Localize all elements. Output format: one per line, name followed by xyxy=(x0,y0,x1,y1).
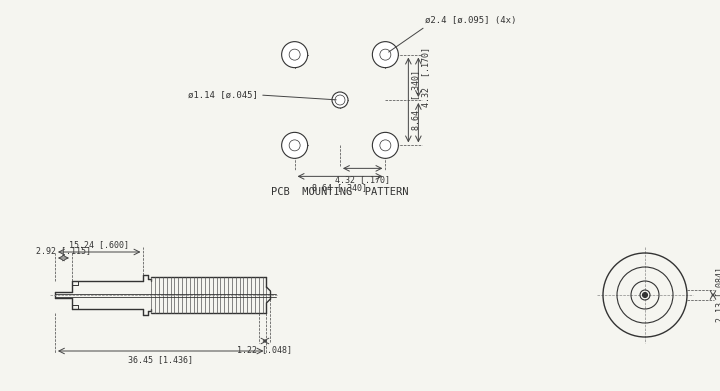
Circle shape xyxy=(372,41,398,68)
Circle shape xyxy=(289,49,300,60)
Text: ø2.4 [ø.095] (4x): ø2.4 [ø.095] (4x) xyxy=(426,16,517,25)
Text: 4.32 [.170]: 4.32 [.170] xyxy=(336,175,390,185)
Text: ø1.14 [ø.045]: ø1.14 [ø.045] xyxy=(188,90,258,99)
Circle shape xyxy=(332,92,348,108)
Text: 36.45 [1.436]: 36.45 [1.436] xyxy=(128,355,193,364)
Text: 1.22 [.048]: 1.22 [.048] xyxy=(238,345,292,354)
Text: 2.13 [.084]: 2.13 [.084] xyxy=(715,267,720,323)
Circle shape xyxy=(642,292,647,298)
Circle shape xyxy=(335,95,345,105)
Text: 8.64 [.340]: 8.64 [.340] xyxy=(312,183,367,192)
Circle shape xyxy=(380,49,391,60)
Text: PCB  MOUNTING  PATTERN: PCB MOUNTING PATTERN xyxy=(271,187,409,197)
Circle shape xyxy=(282,133,307,158)
Circle shape xyxy=(380,140,391,151)
Text: 8.64  [.340]: 8.64 [.340] xyxy=(411,70,420,130)
Text: 15.24 [.600]: 15.24 [.600] xyxy=(69,240,129,249)
Circle shape xyxy=(289,140,300,151)
Circle shape xyxy=(372,133,398,158)
Circle shape xyxy=(282,41,307,68)
Text: 2.92 [.115]: 2.92 [.115] xyxy=(36,246,91,255)
Text: 4.32  [.170]: 4.32 [.170] xyxy=(421,47,431,107)
